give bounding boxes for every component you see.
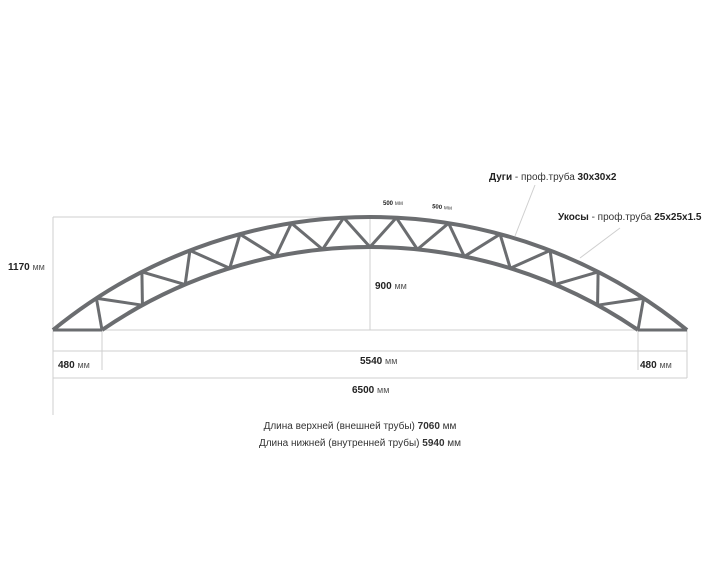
brace <box>228 233 242 269</box>
brace <box>509 249 551 270</box>
brace <box>239 232 277 258</box>
left-offset-label: 480 мм <box>58 360 90 371</box>
truss <box>51 215 689 332</box>
brace <box>321 216 345 251</box>
brace <box>447 222 466 258</box>
braces-leader-line <box>579 227 621 259</box>
arc-rise-label: 900 мм <box>375 281 407 292</box>
brace <box>395 216 419 251</box>
brace <box>189 249 231 270</box>
lower-tube-length: Длина нижней (внутренней трубы) 5940 мм <box>258 438 462 449</box>
brace <box>183 250 192 285</box>
dimension-lines <box>52 184 688 415</box>
brace <box>554 270 599 286</box>
brace <box>548 250 557 285</box>
total-height-label: 1170 мм <box>8 262 45 273</box>
brace <box>290 222 324 251</box>
brace <box>140 271 144 306</box>
brace <box>96 296 143 307</box>
brace <box>141 270 186 286</box>
brace <box>636 298 646 331</box>
outer-arc <box>51 215 689 332</box>
upper-tube-length: Длина верхней (внешней трубы) 7060 мм <box>263 421 457 432</box>
brace <box>342 216 372 249</box>
brace <box>416 222 450 251</box>
arcs-callout: Дуги - проф.труба 30x30x2 <box>489 172 617 183</box>
inner-arc <box>100 245 640 332</box>
spacing-label-1: 500 мм <box>383 201 403 207</box>
brace <box>274 222 293 258</box>
right-offset-label: 480 мм <box>640 360 672 371</box>
brace <box>463 232 501 258</box>
inner-span-label: 5540 мм <box>360 356 398 367</box>
brace <box>94 298 104 331</box>
braces-callout: Укосы - проф.труба 25x25x1.5 <box>558 212 702 223</box>
brace <box>368 216 398 249</box>
brace <box>596 271 600 306</box>
arcs-leader-line <box>514 184 536 237</box>
brace <box>597 296 644 307</box>
brace <box>498 233 512 269</box>
total-span-label: 6500 мм <box>352 385 390 396</box>
